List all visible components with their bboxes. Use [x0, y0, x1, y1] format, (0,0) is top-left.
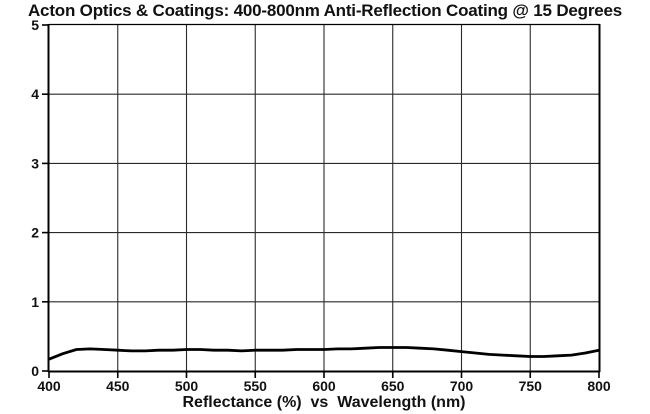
y-tick-label: 2 [31, 225, 39, 241]
x-tick-label: 500 [175, 378, 199, 394]
plot-frame [47, 23, 601, 373]
x-axis-label: Reflectance (%) vs Wavelength (nm) [182, 394, 466, 411]
x-tick-label: 800 [587, 378, 611, 394]
y-tick-label: 4 [31, 86, 39, 102]
x-tick-label: 750 [519, 378, 543, 394]
x-tick-label: 550 [244, 378, 268, 394]
chart-title: Acton Optics & Coatings: 400-800nm Anti-… [27, 1, 623, 20]
tick-labels: 400 450 500 550 600 650 700 750 800 0 1 2 3 4 5 [31, 17, 611, 394]
x-tick-label: 600 [312, 378, 336, 394]
reflectance-curve [47, 346, 601, 361]
y-tick-label: 1 [31, 294, 39, 310]
y-tick-label: 3 [31, 155, 39, 171]
data-curve [47, 346, 601, 361]
x-tick-label: 700 [450, 378, 474, 394]
grid-lines [49, 25, 599, 371]
y-tick-label: 5 [31, 17, 39, 33]
x-tick-label: 450 [106, 378, 130, 394]
axis-ticks [42, 24, 600, 378]
x-tick-label: 400 [37, 378, 61, 394]
x-tick-label: 650 [381, 378, 405, 394]
y-tick-label: 0 [31, 363, 39, 379]
